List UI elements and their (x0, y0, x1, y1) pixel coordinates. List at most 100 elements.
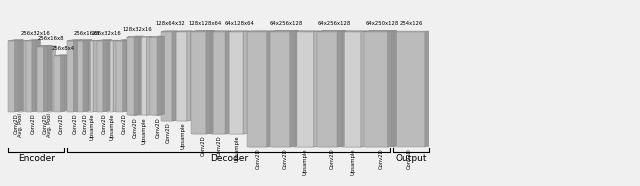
Polygon shape (134, 37, 138, 115)
Bar (155, 36, 163, 115)
Polygon shape (206, 31, 210, 134)
Polygon shape (100, 40, 110, 41)
Bar (272, 31, 292, 147)
Bar (10, 41, 17, 111)
Polygon shape (389, 31, 393, 147)
Text: Upsample: Upsample (142, 117, 147, 144)
Polygon shape (342, 30, 346, 146)
Polygon shape (115, 40, 119, 111)
Text: Conv2D: Conv2D (133, 117, 138, 138)
Bar (364, 32, 388, 147)
Polygon shape (153, 36, 164, 37)
Bar (341, 32, 361, 147)
Bar (212, 31, 227, 134)
Polygon shape (26, 40, 36, 41)
Text: 128x128x64: 128x128x64 (189, 21, 222, 26)
Polygon shape (113, 40, 117, 112)
Bar (132, 36, 140, 115)
Polygon shape (322, 30, 346, 31)
Polygon shape (116, 40, 127, 41)
Polygon shape (103, 40, 107, 112)
Bar (120, 41, 126, 111)
Text: 256x8x4: 256x8x4 (51, 46, 74, 51)
Bar (130, 37, 138, 115)
Polygon shape (209, 31, 213, 134)
Polygon shape (93, 40, 97, 112)
Polygon shape (147, 37, 150, 115)
Bar (153, 37, 161, 115)
Polygon shape (49, 45, 52, 111)
Polygon shape (388, 31, 392, 147)
Bar (193, 31, 207, 134)
Polygon shape (245, 31, 249, 134)
Bar (270, 32, 290, 147)
Bar (26, 41, 32, 112)
Text: Upsample: Upsample (235, 136, 240, 162)
Polygon shape (317, 31, 341, 32)
Bar (116, 41, 123, 112)
Bar (161, 32, 172, 121)
Bar (319, 31, 339, 147)
Polygon shape (63, 55, 67, 111)
Polygon shape (126, 40, 130, 111)
Bar (109, 41, 115, 111)
Polygon shape (339, 31, 343, 147)
Bar (211, 32, 225, 134)
Polygon shape (290, 31, 294, 147)
Polygon shape (97, 40, 107, 41)
Bar (67, 41, 74, 112)
Polygon shape (120, 40, 130, 41)
Polygon shape (128, 40, 132, 111)
Polygon shape (77, 40, 87, 41)
Text: Upsample: Upsample (90, 113, 94, 140)
Bar (39, 46, 45, 111)
Bar (196, 31, 211, 133)
Text: Conv2D: Conv2D (122, 113, 127, 134)
Text: Conv2D: Conv2D (83, 113, 87, 134)
Polygon shape (189, 31, 193, 121)
Text: Conv2D: Conv2D (14, 113, 19, 134)
Bar (249, 31, 269, 147)
Text: Decoder: Decoder (210, 154, 248, 163)
Polygon shape (61, 55, 65, 112)
Polygon shape (228, 31, 247, 32)
Bar (47, 46, 52, 112)
Text: Conv2D: Conv2D (282, 149, 287, 169)
Bar (152, 37, 159, 115)
Bar (69, 41, 76, 111)
Polygon shape (23, 40, 27, 112)
Text: 128x64x32: 128x64x32 (156, 21, 185, 26)
Bar (54, 56, 61, 112)
Polygon shape (391, 31, 395, 147)
Polygon shape (191, 31, 210, 32)
Polygon shape (56, 55, 67, 56)
Polygon shape (109, 40, 119, 41)
Text: Conv2D: Conv2D (217, 136, 222, 156)
Bar (127, 37, 134, 115)
Polygon shape (17, 40, 20, 111)
Polygon shape (64, 55, 68, 111)
Bar (176, 32, 187, 121)
Bar (28, 41, 34, 111)
Bar (72, 40, 78, 111)
Polygon shape (15, 40, 19, 112)
Polygon shape (52, 46, 56, 112)
Bar (58, 55, 64, 111)
Polygon shape (275, 30, 298, 31)
Text: 64x256x128: 64x256x128 (317, 21, 351, 26)
Polygon shape (105, 40, 109, 111)
Polygon shape (18, 40, 22, 111)
Polygon shape (294, 31, 317, 32)
Polygon shape (159, 36, 163, 115)
Polygon shape (118, 40, 128, 41)
Polygon shape (107, 40, 117, 41)
Polygon shape (10, 40, 20, 41)
Polygon shape (148, 36, 152, 115)
Text: 254x126: 254x126 (399, 21, 422, 26)
Polygon shape (78, 40, 82, 111)
Polygon shape (295, 30, 298, 146)
Polygon shape (123, 40, 127, 112)
Text: Avg. Pool: Avg. Pool (47, 113, 52, 137)
Polygon shape (44, 46, 47, 112)
Polygon shape (77, 40, 81, 111)
